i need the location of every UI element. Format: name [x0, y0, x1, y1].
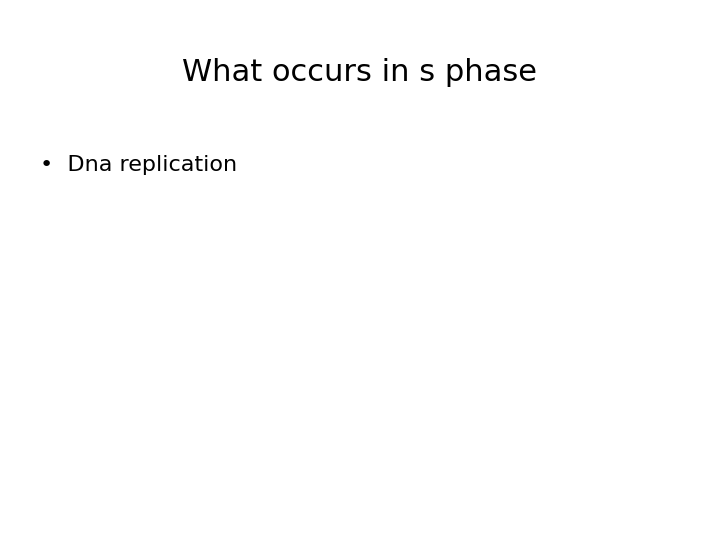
Text: What occurs in s phase: What occurs in s phase: [182, 58, 538, 87]
Text: •  Dna replication: • Dna replication: [40, 154, 237, 175]
